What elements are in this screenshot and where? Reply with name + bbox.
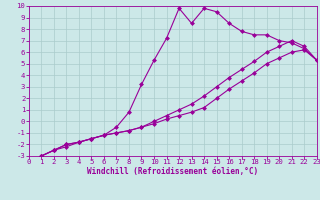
X-axis label: Windchill (Refroidissement éolien,°C): Windchill (Refroidissement éolien,°C)	[87, 167, 258, 176]
